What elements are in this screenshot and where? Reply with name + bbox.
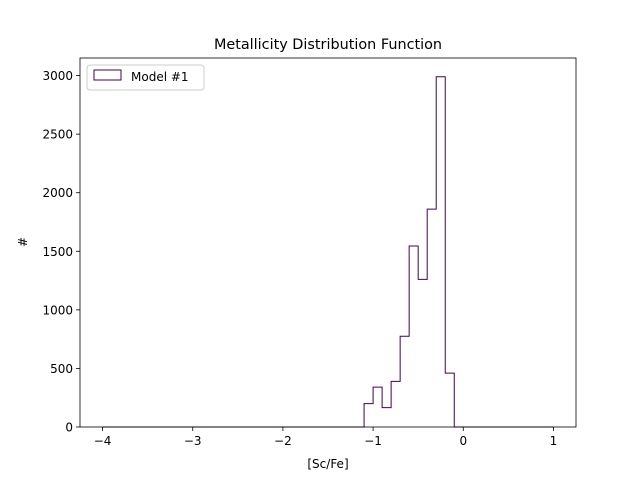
- histogram-bar: [373, 387, 382, 427]
- histogram-bar: [382, 408, 391, 427]
- x-axis-ticks: −4 −3 −2 −1 0 1: [94, 427, 558, 448]
- legend-box: [86, 64, 205, 91]
- x-tick-label: −3: [184, 434, 202, 448]
- histogram-bar: [445, 373, 454, 427]
- chart-title: Metallicity Distribution Function: [214, 37, 442, 53]
- x-tick-label: −2: [274, 434, 292, 448]
- histogram-bar: [364, 404, 373, 427]
- legend-swatch: [93, 69, 122, 81]
- x-tick-label: 0: [459, 434, 467, 448]
- y-axis-ticks: 0 500 1000 1500 2000 2500 3000: [42, 69, 80, 435]
- histogram-bar: [418, 279, 427, 427]
- y-tick-label: 0: [65, 421, 73, 435]
- histogram-bar: [436, 77, 445, 427]
- histogram-bar: [400, 336, 409, 427]
- y-tick-label: 2500: [42, 128, 73, 142]
- y-tick-label: 1500: [42, 245, 73, 259]
- x-tick-label: 1: [550, 434, 558, 448]
- histogram-bar: [409, 246, 418, 427]
- x-tick-label: −1: [364, 434, 382, 448]
- legend: Model #1: [86, 64, 205, 91]
- y-axis-label: #: [16, 237, 30, 247]
- histogram-bar: [427, 209, 436, 427]
- x-axis-label: [Sc/Fe]: [307, 457, 348, 471]
- histogram-bar: [391, 381, 400, 427]
- y-tick-label: 500: [50, 362, 73, 376]
- x-tick-label: −4: [94, 434, 112, 448]
- legend-entry-label: Model #1: [131, 70, 189, 84]
- y-tick-label: 1000: [42, 303, 73, 317]
- y-tick-label: 2000: [42, 186, 73, 200]
- y-tick-label: 3000: [42, 69, 73, 83]
- plot-area-frame: [79, 57, 577, 428]
